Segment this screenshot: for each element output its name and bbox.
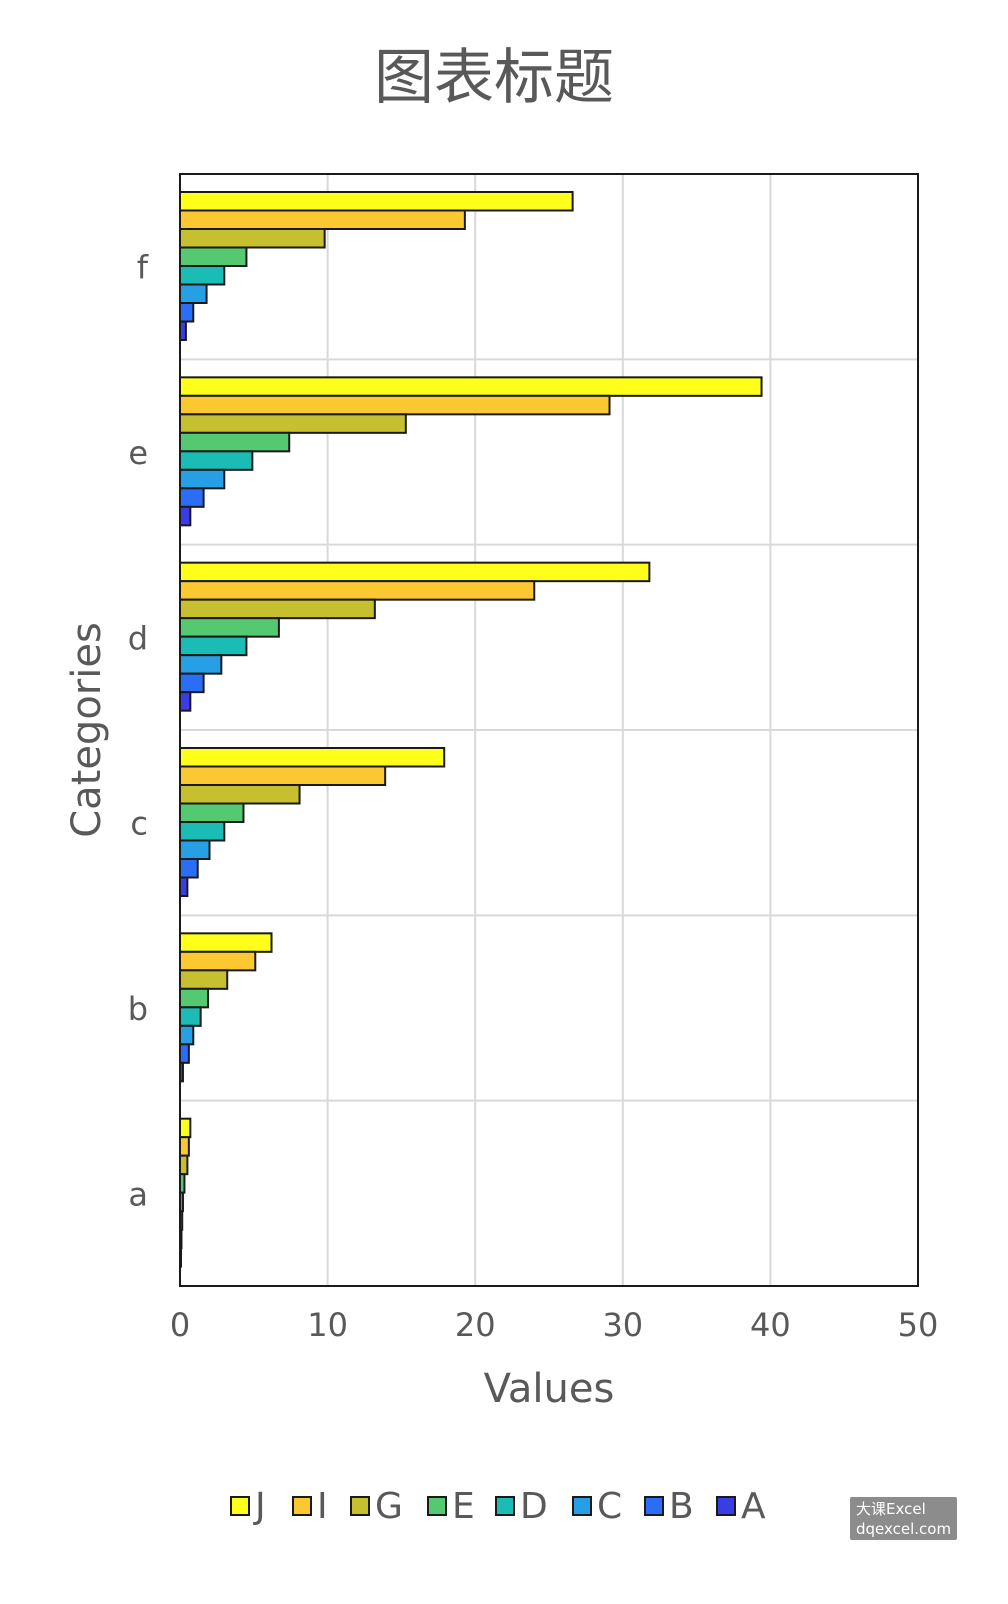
y-tick-label: c — [130, 805, 148, 843]
bar-J-f — [179, 191, 574, 212]
bar-D-f — [179, 265, 226, 286]
bar-I-b — [179, 950, 257, 972]
y-tick-labels: a b c d e f — [128, 249, 149, 1214]
bar-B-c — [179, 858, 199, 879]
bar-G-f — [179, 228, 326, 249]
plot-area-border — [179, 173, 919, 1287]
bar-G-b — [179, 969, 229, 990]
bar-D-d — [179, 635, 248, 657]
y-axis-title: Categories — [64, 622, 110, 838]
watermark-line2: dqexcel.com — [856, 1520, 951, 1538]
y-tick-label: d — [128, 619, 148, 657]
bar-C-d — [179, 654, 223, 675]
bar-E-e — [179, 431, 291, 453]
watermark: 大课Excel dqexcel.com — [850, 1497, 957, 1540]
bar-B-e — [179, 487, 205, 508]
legend-swatch-E — [427, 1496, 447, 1516]
bar-E-f — [179, 246, 248, 267]
bars — [179, 191, 763, 1268]
bar-A-c — [179, 876, 189, 897]
bar-E-b — [179, 987, 210, 1009]
legend-label-C: C — [597, 1486, 622, 1527]
bar-A-d — [179, 691, 192, 712]
bar-D-c — [179, 821, 226, 842]
legend-label-B: B — [669, 1486, 694, 1527]
x-axis-title: Values — [484, 1366, 615, 1412]
legend-label-E: E — [452, 1486, 475, 1527]
bar-J-a — [179, 1117, 192, 1139]
bar-A-e — [179, 505, 192, 527]
legend-label-A: A — [741, 1486, 766, 1527]
bar-J-b — [179, 932, 273, 953]
bar-I-c — [179, 765, 387, 786]
y-tick-label: f — [137, 249, 149, 287]
bar-I-a — [179, 1136, 190, 1157]
bar-C-f — [179, 283, 208, 304]
legend-swatch-A — [716, 1496, 736, 1516]
bar-C-c — [179, 839, 211, 860]
bar-G-a — [179, 1154, 189, 1176]
bar-E-d — [179, 617, 280, 638]
bar-E-c — [179, 802, 245, 823]
x-tick-label: 20 — [455, 1306, 496, 1344]
legend-swatch-G — [350, 1496, 370, 1516]
bar-G-c — [179, 784, 301, 805]
gridlines — [179, 174, 919, 1286]
x-tick-label: 0 — [170, 1306, 190, 1344]
x-tick-label: 10 — [307, 1306, 348, 1344]
legend-label-G: G — [375, 1486, 403, 1527]
legend-label-I: I — [317, 1486, 328, 1527]
x-tick-label: 50 — [898, 1306, 939, 1344]
watermark-line1: 大课Excel — [856, 1500, 926, 1518]
legend-label-D: D — [520, 1486, 548, 1527]
legend-swatch-C — [572, 1496, 592, 1516]
x-tick-label: 40 — [750, 1306, 791, 1344]
legend-swatch-B — [644, 1496, 664, 1516]
bar-I-e — [179, 394, 611, 416]
bar-G-d — [179, 598, 376, 620]
bar-D-e — [179, 450, 254, 471]
bar-I-f — [179, 209, 466, 230]
bar-C-e — [179, 468, 226, 490]
legend-swatch-I — [292, 1496, 312, 1516]
bar-B-f — [179, 302, 195, 323]
bar-J-d — [179, 561, 651, 583]
y-tick-label: a — [128, 1175, 148, 1213]
bar-J-c — [179, 747, 446, 768]
bar-C-b — [179, 1024, 195, 1046]
bar-B-d — [179, 672, 205, 694]
legend-swatch-D — [495, 1496, 515, 1516]
x-tick-label: 30 — [602, 1306, 643, 1344]
y-tick-label: e — [128, 434, 148, 472]
bar-D-b — [179, 1006, 202, 1027]
bar-J-e — [179, 376, 763, 397]
legend-swatch-J — [230, 1496, 250, 1516]
legend-label-J: J — [253, 1486, 266, 1527]
bar-I-d — [179, 580, 536, 601]
y-tick-label: b — [128, 990, 148, 1028]
bar-B-b — [179, 1043, 190, 1064]
x-tick-labels: 0 10 20 30 40 50 — [170, 1306, 939, 1344]
chart-title: 图表标题 — [374, 43, 614, 113]
bar-G-e — [179, 413, 407, 434]
